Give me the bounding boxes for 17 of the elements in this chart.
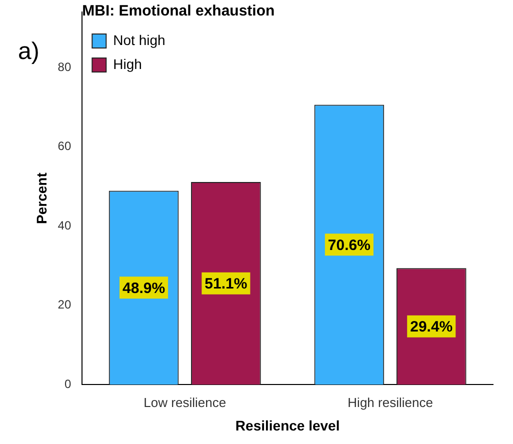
x-tick-label: High resilience bbox=[348, 394, 433, 410]
data-label: 48.9% bbox=[122, 280, 166, 297]
y-tick-label: 20 bbox=[58, 298, 72, 312]
legend-title: MBI: Emotional exhaustion bbox=[82, 2, 275, 20]
y-tick-label: 80 bbox=[58, 60, 72, 74]
data-label: 51.1% bbox=[204, 275, 248, 292]
legend-label: High bbox=[113, 56, 142, 72]
data-label: 29.4% bbox=[410, 318, 453, 336]
x-axis-title: Resilience level bbox=[235, 417, 340, 434]
y-axis-title: Percent bbox=[33, 172, 50, 224]
y-tick-label: 40 bbox=[58, 218, 72, 232]
text: a) bbox=[18, 38, 40, 65]
y-tick-label: 60 bbox=[58, 139, 72, 154]
legend-label: Not high bbox=[113, 32, 166, 48]
y-tick-label: 0 bbox=[64, 376, 72, 391]
data-label: 70.6% bbox=[328, 236, 370, 254]
x-tick-label: Low resilience bbox=[144, 394, 226, 410]
